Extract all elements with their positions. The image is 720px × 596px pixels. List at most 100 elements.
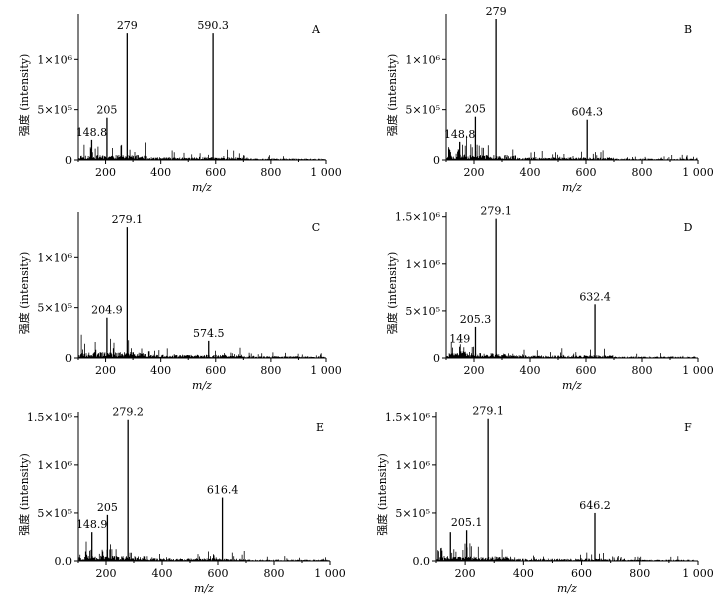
panel-letter: C — [312, 221, 320, 234]
y-axis-title: 强度 (intensity) — [385, 252, 399, 335]
y-tick-label: 1.5×10⁶ — [27, 411, 73, 424]
x-tick-label: 800 — [632, 364, 653, 377]
y-axis-title: 强度 (intensity) — [17, 453, 31, 536]
x-tick-label: 400 — [513, 567, 534, 580]
x-tick-label: 1 000 — [682, 364, 714, 377]
y-tick-label: 0 — [433, 154, 440, 167]
peak-label: 604.3 — [571, 106, 603, 119]
x-tick-label: 200 — [96, 567, 117, 580]
peak-label: 205 — [465, 103, 486, 116]
y-tick-label: 0.0 — [413, 555, 431, 568]
y-tick-label: 1×10⁶ — [395, 459, 430, 472]
peak-label: 148.9 — [76, 518, 108, 531]
y-tick-label: 0.0 — [55, 555, 73, 568]
y-tick-label: 0 — [65, 154, 72, 167]
y-tick-label: 1×10⁶ — [37, 251, 72, 264]
y-tick-label: 1×10⁶ — [37, 459, 72, 472]
x-tick-label: 600 — [208, 567, 229, 580]
x-tick-label: 800 — [264, 567, 285, 580]
x-tick-label: 1 000 — [314, 567, 346, 580]
peak-label: 205 — [97, 501, 118, 514]
peak-label: 279 — [486, 5, 507, 18]
panel-letter: B — [684, 23, 692, 36]
peak-label: 205.1 — [451, 516, 483, 529]
y-tick-label: 1×10⁶ — [37, 53, 72, 66]
x-tick-label: 800 — [260, 166, 281, 179]
y-tick-label: 5×10⁵ — [405, 305, 440, 318]
noise-peaks — [78, 541, 330, 561]
y-axis-title: 强度 (intensity) — [17, 54, 31, 137]
peak-label: 205.3 — [460, 313, 492, 326]
x-axis-title: m/z — [194, 582, 214, 595]
x-tick-label: 600 — [576, 166, 597, 179]
x-tick-label: 1 000 — [682, 567, 714, 580]
spectrum-panel-e: 148.9 205 279.2 616.4 200 400 600 800 1 000 0.0 5×… — [17, 406, 346, 595]
panel-letter: E — [316, 421, 324, 434]
x-tick-label: 200 — [455, 567, 476, 580]
x-axis-title: m/z — [562, 181, 582, 194]
y-tick-label: 5×10⁵ — [405, 104, 440, 117]
x-tick-label: 600 — [576, 364, 597, 377]
x-tick-label: 600 — [571, 567, 592, 580]
spectrum-panel-c: 204.9 279.1 574.5 200 400 600 800 1 000 0 5×10⁵ 1×… — [17, 212, 342, 392]
panel-letter: F — [684, 421, 692, 434]
panel-letter: D — [684, 221, 693, 234]
peak-label: 279.1 — [480, 205, 512, 218]
peak-label: 148.8 — [444, 128, 476, 141]
y-tick-label: 5×10⁵ — [395, 507, 430, 520]
y-tick-label: 5×10⁵ — [37, 104, 72, 117]
x-axis-title: m/z — [192, 181, 212, 194]
y-tick-label: 0 — [433, 352, 440, 365]
x-axis-title: m/z — [192, 379, 212, 392]
peak-label: 204.9 — [91, 304, 123, 317]
noise-peaks — [436, 543, 698, 561]
x-tick-label: 1 000 — [682, 166, 714, 179]
x-tick-label: 200 — [95, 364, 116, 377]
peak-label: 148.8 — [76, 126, 108, 139]
x-tick-label: 600 — [205, 364, 226, 377]
peak-label: 590.3 — [197, 19, 229, 32]
noise-peaks — [446, 342, 698, 358]
x-tick-label: 400 — [152, 567, 173, 580]
x-tick-label: 800 — [629, 567, 650, 580]
y-tick-label: 1×10⁶ — [405, 53, 440, 66]
x-tick-label: 800 — [632, 166, 653, 179]
peak-label: 632.4 — [579, 290, 611, 303]
peak-label: 279.1 — [112, 213, 144, 226]
noise-peaks — [78, 142, 326, 160]
y-tick-label: 0 — [65, 352, 72, 365]
x-axis-title: m/z — [562, 379, 582, 392]
x-tick-label: 1 000 — [310, 364, 342, 377]
x-axis-title: m/z — [557, 582, 577, 595]
peak-label: 574.5 — [193, 327, 225, 340]
peak-label: 205 — [96, 104, 117, 117]
x-tick-label: 400 — [150, 166, 171, 179]
y-axis-title: 强度 (intensity) — [385, 54, 399, 137]
x-tick-label: 400 — [150, 364, 171, 377]
x-tick-label: 800 — [260, 364, 281, 377]
peak-label: 279 — [117, 19, 138, 32]
y-tick-label: 1×10⁶ — [405, 258, 440, 271]
y-axis-title: 强度 (intensity) — [375, 453, 389, 536]
x-tick-label: 600 — [205, 166, 226, 179]
x-tick-label: 400 — [520, 166, 541, 179]
y-tick-label: 1.5×10⁶ — [385, 411, 431, 424]
y-axis-title: 强度 (intensity) — [17, 252, 31, 335]
x-tick-label: 400 — [520, 364, 541, 377]
spectrum-panel-b: 148.8 205 279 604.3 200 400 600 800 1 000 0 5×10⁵ 1… — [385, 5, 714, 194]
panel-letter: A — [311, 23, 321, 36]
x-tick-label: 200 — [464, 364, 485, 377]
x-tick-label: 200 — [95, 166, 116, 179]
spectrum-panel-a: 148.8 205 279 590.3 200 400 600 800 1 000 0 5×10⁵ 1… — [17, 14, 342, 194]
peak-label: 279.2 — [112, 406, 144, 419]
peak-label: 279.1 — [472, 405, 504, 418]
x-tick-label: 200 — [464, 166, 485, 179]
y-tick-label: 1.5×10⁶ — [395, 211, 441, 224]
spectrum-panel-f: 205.1 279.1 646.2 200 400 600 800 1 000 0.0 5×10⁵… — [375, 405, 714, 595]
x-tick-label: 1 000 — [310, 166, 342, 179]
noise-peaks — [446, 135, 698, 160]
y-tick-label: 5×10⁵ — [37, 302, 72, 315]
peak-label: 616.4 — [207, 484, 239, 497]
y-tick-label: 5×10⁵ — [37, 507, 72, 520]
